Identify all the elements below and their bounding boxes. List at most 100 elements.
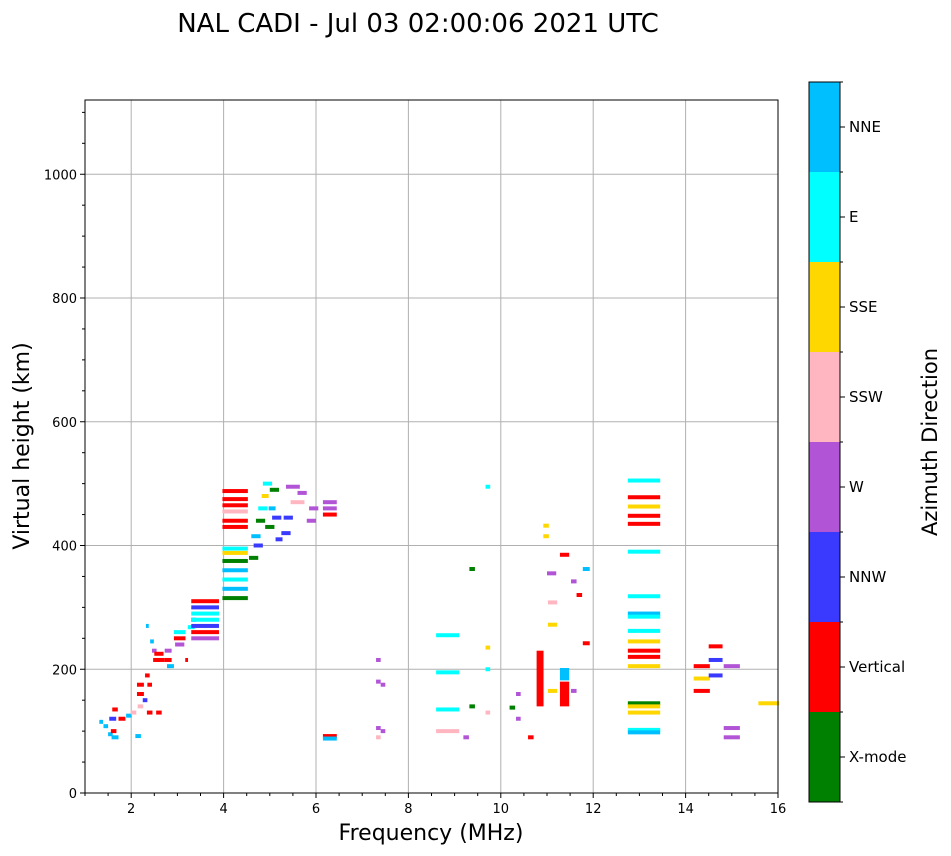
echo-point-nne <box>559 668 570 681</box>
x-tick-label: 16 <box>770 802 787 817</box>
echo-point-nne <box>222 568 248 573</box>
echo-point-ssw <box>376 735 381 740</box>
echo-point-w <box>376 726 381 731</box>
echo-point-sse <box>547 688 558 693</box>
echo-point-x-mode <box>222 558 248 563</box>
echo-point-sse <box>543 534 549 539</box>
colorbar-label-w: W <box>849 478 864 496</box>
colorbar-label-e: E <box>849 208 858 226</box>
echo-point-x-mode <box>509 705 516 710</box>
echo-point-nnw <box>275 537 283 542</box>
echo-point-w <box>723 735 740 740</box>
echo-point-w <box>309 506 319 511</box>
echo-point-e <box>191 617 219 622</box>
echo-point-nne <box>126 713 132 718</box>
y-axis: 0 200 400 600 800 1000 <box>44 111 85 802</box>
echo-point-sse <box>627 639 661 644</box>
echo-point-vertical <box>185 657 189 662</box>
echo-point-vertical <box>222 518 248 523</box>
echo-point-w <box>175 642 185 647</box>
echo-point-w <box>516 716 521 721</box>
echo-point-w <box>380 729 386 734</box>
echo-point-x-mode <box>249 555 259 560</box>
echo-point-vertical <box>559 681 570 707</box>
echo-point-w <box>571 688 577 693</box>
y-tick-label: 1000 <box>44 168 77 183</box>
x-tick-label: 14 <box>677 802 694 817</box>
echo-point-w <box>151 648 157 653</box>
echo-point-vertical <box>536 650 544 707</box>
plot-area <box>99 478 780 741</box>
echo-point-w <box>516 692 521 696</box>
y-tick-label: 600 <box>52 416 77 431</box>
echo-point-e <box>258 506 268 511</box>
echo-point-vertical <box>136 692 144 696</box>
echo-point-x-mode <box>265 524 275 529</box>
echo-point-nne <box>108 732 113 737</box>
echo-point-w <box>297 490 307 495</box>
x-axis: 2 4 6 8 10 12 14 16 <box>84 793 787 817</box>
echo-point-vertical <box>627 495 661 500</box>
colorbar-label-vertical: Vertical <box>849 658 905 676</box>
colorbar-swatch <box>809 442 840 532</box>
echo-point-nne <box>322 736 337 741</box>
echo-point-sse <box>485 645 491 650</box>
echo-point-x-mode <box>255 518 266 523</box>
x-tick-label: 4 <box>219 802 227 817</box>
echo-point-w <box>547 571 557 576</box>
echo-point-e <box>262 481 273 486</box>
echo-point-vertical <box>191 599 219 604</box>
echo-point-nnw <box>272 515 282 520</box>
echo-point-nne <box>135 734 141 739</box>
echo-point-vertical <box>627 654 661 659</box>
echo-point-sse <box>222 550 248 555</box>
colorbar-label: Azimuth Direction <box>918 348 942 536</box>
echo-point-nnw <box>708 657 723 662</box>
echo-point-e <box>436 633 460 638</box>
echo-point-nne <box>627 611 661 616</box>
echo-point-vertical <box>154 651 164 656</box>
echo-point-vertical <box>693 664 710 669</box>
echo-point-nnw <box>281 531 291 536</box>
echo-point-vertical <box>110 729 117 734</box>
x-tick-label: 10 <box>493 802 510 817</box>
colorbar-swatch <box>809 82 840 172</box>
echo-point-vertical <box>322 512 337 517</box>
colorbar-label-ssw: SSW <box>849 388 883 406</box>
echo-point-vertical <box>693 688 710 693</box>
echo-point-sse <box>543 523 549 528</box>
echo-point-w <box>322 506 337 511</box>
echo-point-vertical <box>118 716 126 721</box>
x-axis-label: Frequency (MHz) <box>339 821 524 846</box>
y-tick-label: 200 <box>52 663 77 678</box>
x-tick-label: 2 <box>127 802 135 817</box>
echo-point-e <box>627 628 661 633</box>
echo-point-vertical <box>146 710 153 715</box>
echo-point-x-mode <box>269 487 280 492</box>
x-tick-label: 6 <box>312 802 320 817</box>
echo-point-sse <box>627 664 661 669</box>
echo-point-ssw <box>290 500 305 505</box>
y-tick-label: 0 <box>69 787 77 802</box>
echo-point-e <box>627 594 661 599</box>
echo-point-vertical <box>157 657 165 662</box>
echo-point-vertical <box>145 673 150 678</box>
echo-point-e <box>485 484 491 489</box>
echo-point-vertical <box>627 521 661 526</box>
echo-point-w <box>285 484 300 489</box>
echo-point-ssw <box>547 600 558 605</box>
grid-lines <box>85 100 779 794</box>
echo-point-nne <box>111 735 119 740</box>
echo-point-vertical <box>582 641 590 646</box>
echo-point-w <box>322 500 337 505</box>
colorbar-frame <box>808 81 841 803</box>
echo-point-ssw <box>130 710 137 715</box>
echo-point-e <box>627 614 661 619</box>
echo-point-vertical <box>191 630 219 635</box>
plot-frame <box>84 99 779 794</box>
echo-point-e <box>627 727 661 732</box>
echo-point-e <box>436 670 460 675</box>
echo-point-nne <box>251 534 261 539</box>
echo-point-nne <box>99 719 104 724</box>
